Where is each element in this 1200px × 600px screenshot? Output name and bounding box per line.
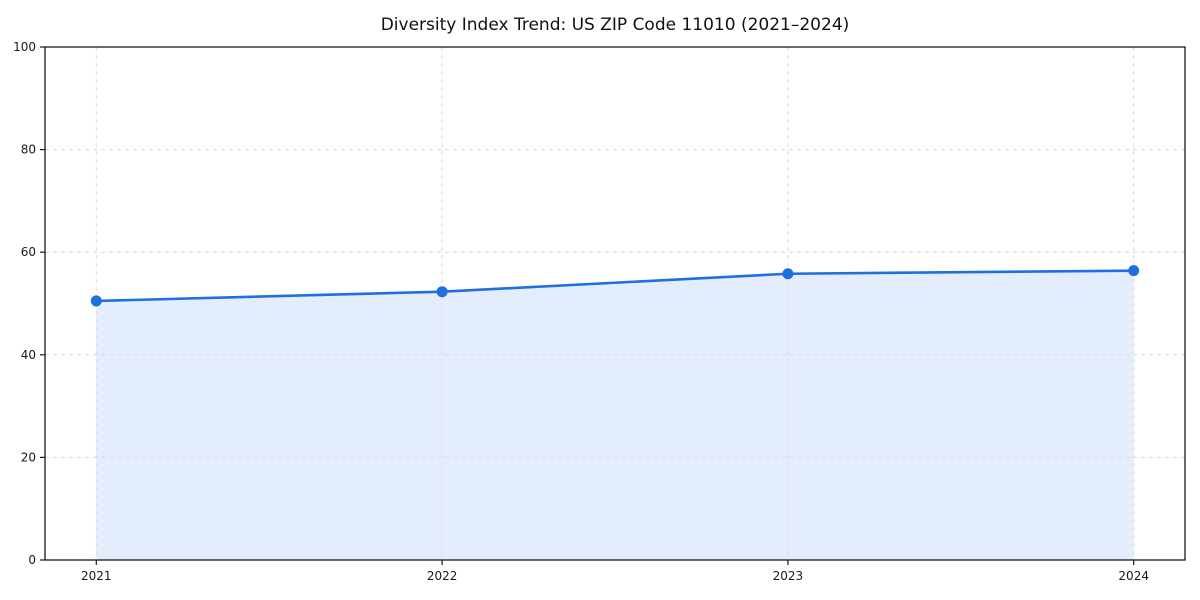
area-fill	[96, 270, 1134, 560]
axis-ticks-layer	[40, 46, 1135, 565]
y-tick-label: 20	[21, 450, 36, 464]
x-tick-label: 2023	[773, 569, 804, 583]
x-tick-label: 2024	[1118, 569, 1149, 583]
plot-frame	[44, 46, 1186, 561]
axis-labels-layer: 0 20 40 60 80 100 2021 2022 2023 2024	[13, 40, 1149, 583]
data-point	[782, 268, 794, 280]
trend-line-layer	[95, 269, 1135, 303]
y-tick-label: 100	[13, 40, 36, 54]
y-tick-label: 60	[21, 245, 36, 259]
y-tick-label: 0	[28, 553, 36, 567]
area-fill-layer	[96, 270, 1134, 560]
data-point	[90, 295, 102, 307]
data-point	[1128, 265, 1140, 277]
x-tick-label: 2022	[427, 569, 458, 583]
data-point	[436, 286, 448, 298]
y-tick-label: 80	[21, 143, 36, 157]
chart-title: Diversity Index Trend: US ZIP Code 11010…	[381, 15, 850, 35]
trend-line	[95, 269, 1135, 303]
y-tick-label: 40	[21, 348, 36, 362]
data-points-layer	[90, 265, 1140, 307]
x-tick-label: 2021	[81, 569, 112, 583]
